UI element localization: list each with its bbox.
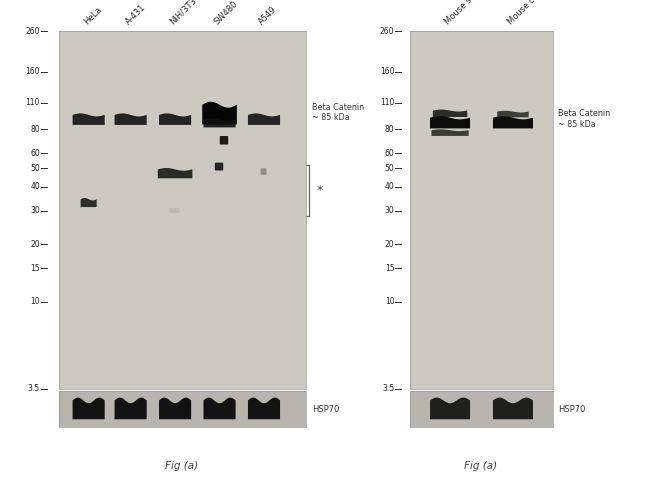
Text: 15: 15 xyxy=(385,264,395,272)
Text: HeLa: HeLa xyxy=(82,4,103,26)
Text: 80: 80 xyxy=(385,125,395,134)
Text: 10: 10 xyxy=(385,297,395,306)
Text: Beta Catenin
~ 85 kDa: Beta Catenin ~ 85 kDa xyxy=(558,109,610,128)
FancyBboxPatch shape xyxy=(170,208,179,213)
Text: 50: 50 xyxy=(30,164,40,173)
Text: 30: 30 xyxy=(30,206,40,215)
Text: 50: 50 xyxy=(385,164,395,173)
Text: A549: A549 xyxy=(257,4,279,26)
FancyBboxPatch shape xyxy=(215,163,223,170)
Text: 20: 20 xyxy=(31,240,40,249)
Text: NIH/3T3: NIH/3T3 xyxy=(168,0,198,26)
FancyBboxPatch shape xyxy=(261,169,266,175)
Text: HSP70: HSP70 xyxy=(558,405,586,414)
Text: 15: 15 xyxy=(31,264,40,272)
Text: Mouse stomach: Mouse stomach xyxy=(443,0,496,26)
Text: A-431: A-431 xyxy=(124,2,148,26)
FancyBboxPatch shape xyxy=(220,136,228,144)
Text: 60: 60 xyxy=(30,149,40,157)
Text: 160: 160 xyxy=(380,67,395,76)
Text: 110: 110 xyxy=(25,98,40,107)
Text: 40: 40 xyxy=(385,182,395,191)
Text: SW480: SW480 xyxy=(213,0,240,26)
Text: 260: 260 xyxy=(380,27,395,36)
Text: 80: 80 xyxy=(31,125,40,134)
Text: *: * xyxy=(317,184,323,197)
Text: 160: 160 xyxy=(25,67,40,76)
Text: 3.5: 3.5 xyxy=(28,384,40,393)
Text: 260: 260 xyxy=(25,27,40,36)
Text: 110: 110 xyxy=(380,98,395,107)
Text: Beta Catenin
~ 85 kDa: Beta Catenin ~ 85 kDa xyxy=(311,102,364,122)
Text: 30: 30 xyxy=(385,206,395,215)
Text: Mouse colon: Mouse colon xyxy=(506,0,550,26)
Text: 3.5: 3.5 xyxy=(382,384,395,393)
Text: Fig (a): Fig (a) xyxy=(465,461,497,471)
Text: Fig (a): Fig (a) xyxy=(166,461,198,471)
Text: 40: 40 xyxy=(30,182,40,191)
Text: 20: 20 xyxy=(385,240,395,249)
Text: HSP70: HSP70 xyxy=(311,405,339,414)
Text: 10: 10 xyxy=(31,297,40,306)
Text: 60: 60 xyxy=(385,149,395,157)
